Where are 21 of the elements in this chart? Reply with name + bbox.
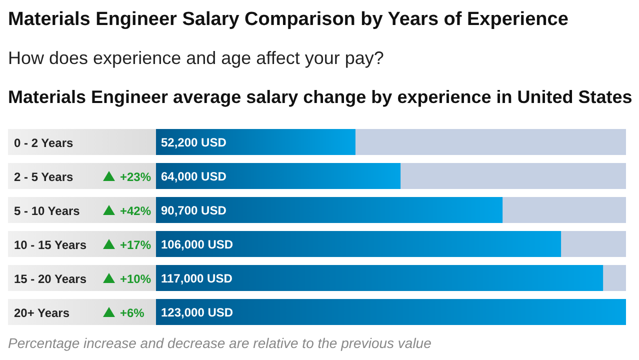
- y-tick-label: 10 - 15 Years: [14, 238, 87, 252]
- text: +6%: [120, 306, 145, 320]
- y-tick-label: 20+ Years: [14, 306, 70, 320]
- chart-subtitle: How does experience and age affect your pay?: [8, 48, 384, 69]
- text: +17%: [120, 238, 152, 252]
- data-label: 52,200 USD: [161, 135, 227, 150]
- y-tick-label: 5 - 10 Years: [14, 204, 80, 218]
- data-label: 64,000 USD: [161, 169, 227, 184]
- chart-title: Materials Engineer Salary Comparison by Years of Experience: [8, 9, 568, 31]
- text: +23%: [120, 170, 152, 184]
- text: +10%: [120, 272, 152, 286]
- data-label: 90,700 USD: [161, 203, 227, 218]
- text: Percentage increase and decrease are relative to the previous value: [8, 335, 432, 351]
- text: +42%: [120, 204, 152, 218]
- x-axis-title: Materials Engineer average salary change by experience in United States: [8, 87, 632, 108]
- data-label: 106,000 USD: [161, 237, 234, 252]
- y-tick-label: 15 - 20 Years: [14, 272, 87, 286]
- data-label: 117,000 USD: [161, 271, 233, 286]
- y-tick-label: 2 - 5 Years: [14, 170, 74, 184]
- data-label: 123,000 USD: [161, 305, 234, 320]
- y-tick-label: 0 - 2 Years: [14, 136, 74, 150]
